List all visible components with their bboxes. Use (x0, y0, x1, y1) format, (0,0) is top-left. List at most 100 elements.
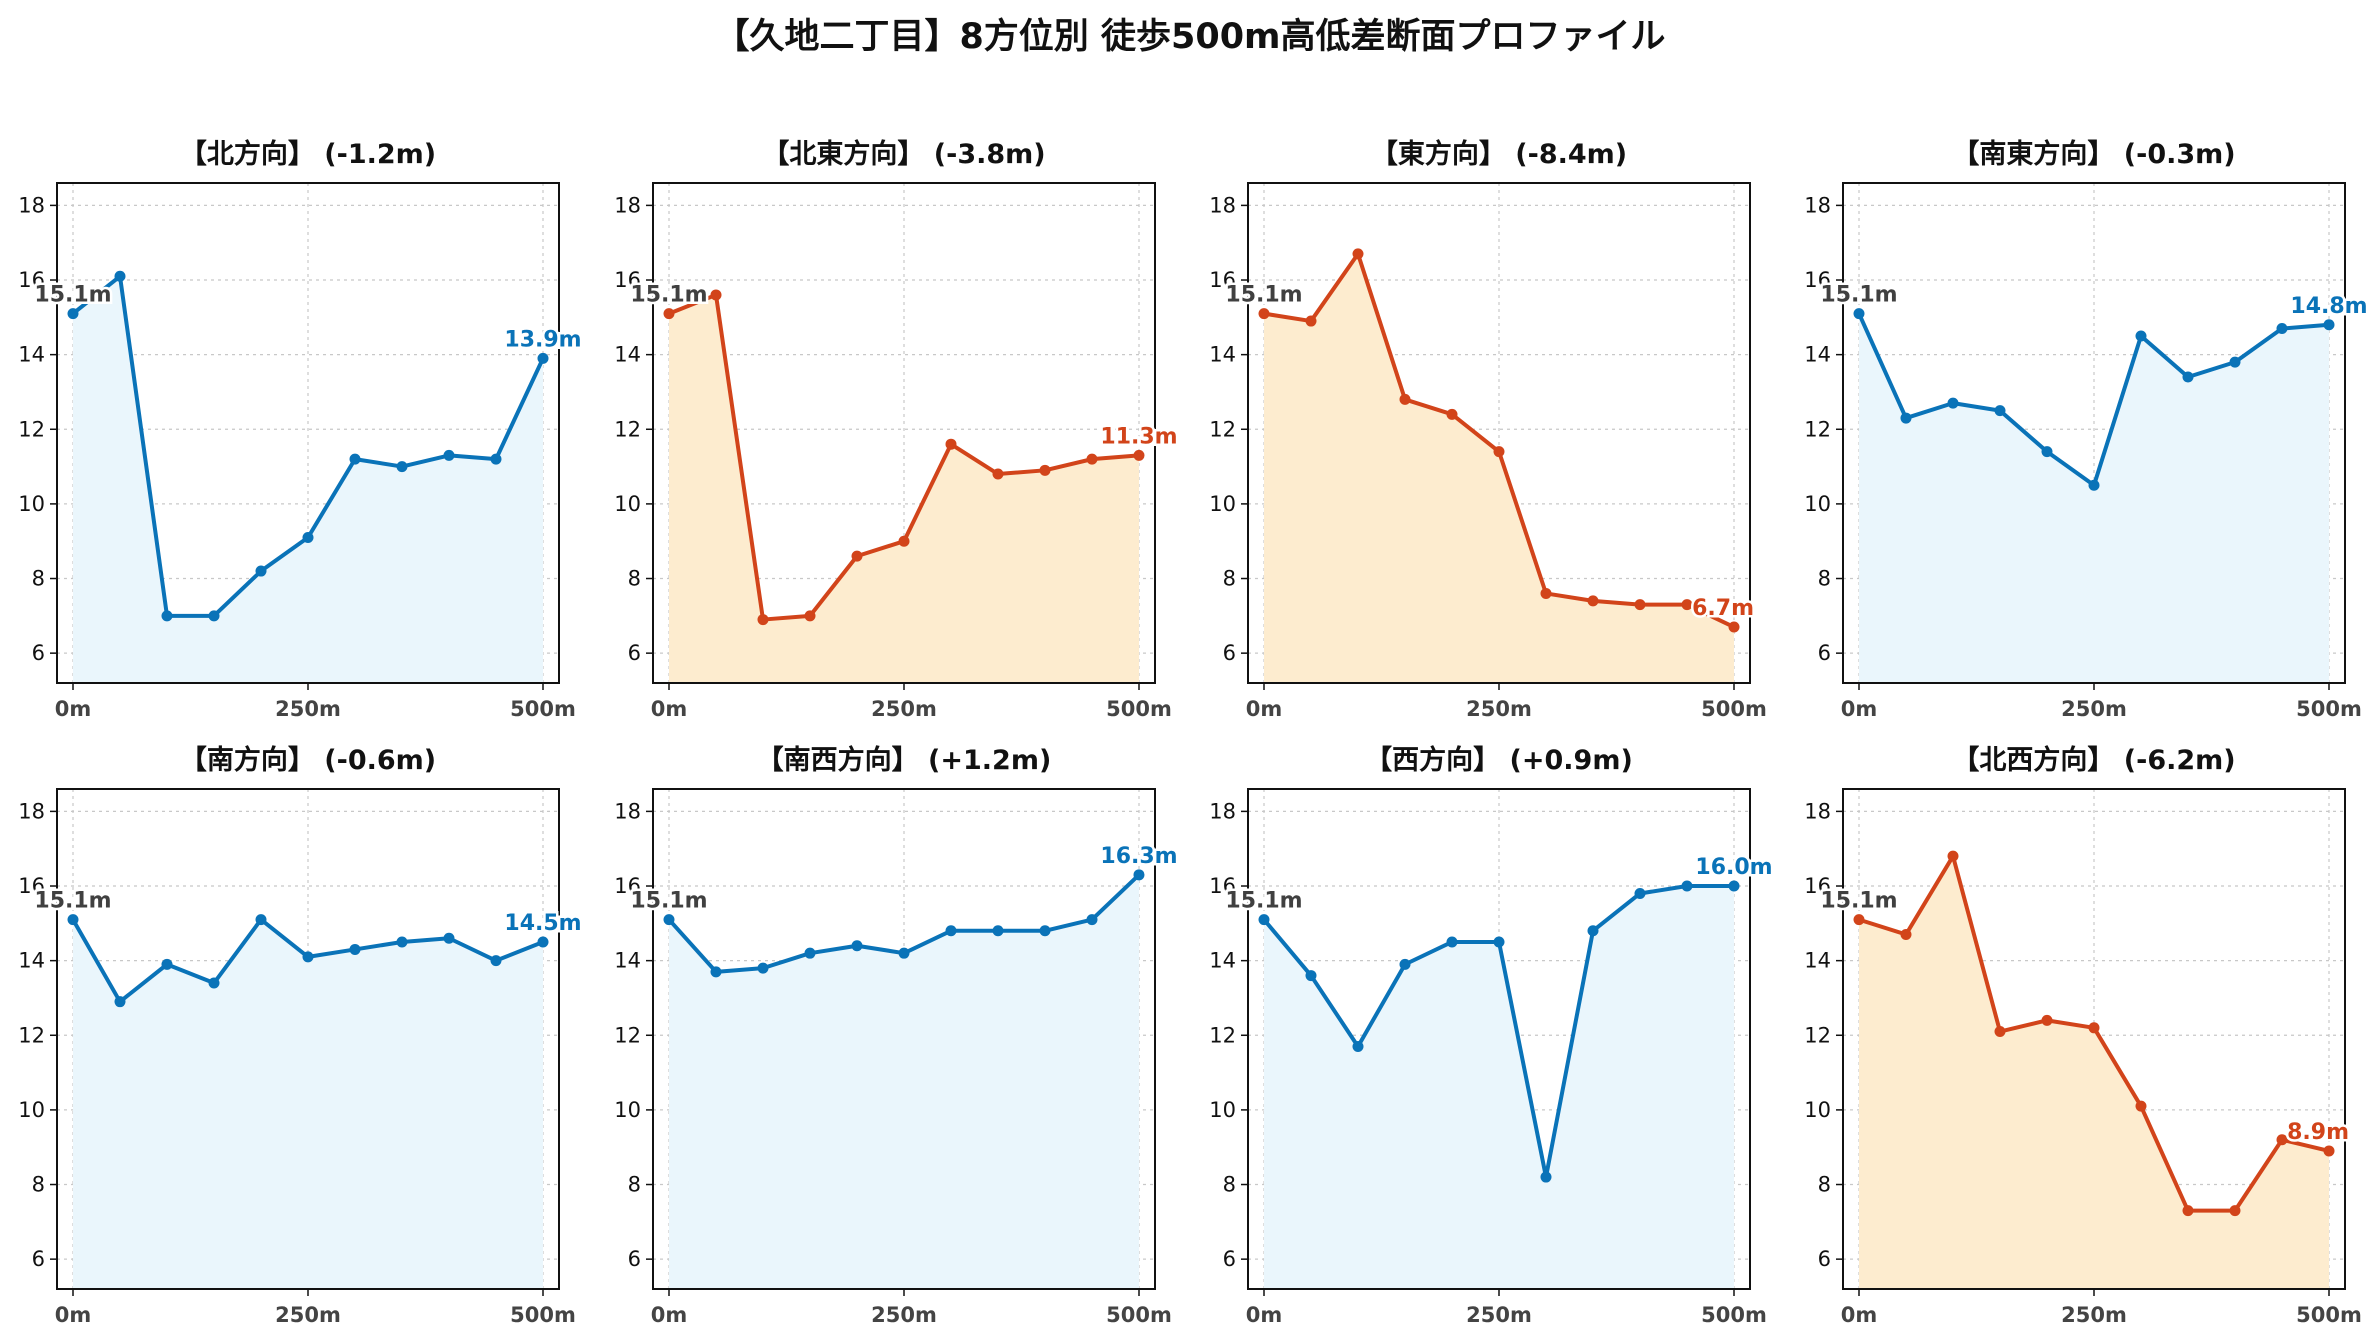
data-point (1305, 970, 1317, 982)
data-point (1587, 925, 1599, 937)
elevation-chart: 【南方向】 (-0.6m) 6 8 10 12 14 16 18 0m 250m 500m 15.1m… (18, 744, 584, 1327)
x-tick-label: 250m (2061, 697, 2127, 721)
elevation-chart: 【北西方向】 (-6.2m) 6 8 10 12 14 16 18 0m 250m 500m 15.1… (1804, 744, 2362, 1327)
start-elevation-label: 15.1m (630, 889, 707, 914)
y-tick-label: 16 (614, 874, 641, 898)
data-point (1900, 412, 1912, 424)
y-tick-label: 12 (1209, 417, 1236, 441)
data-point (992, 925, 1004, 937)
data-point (2135, 1100, 2147, 1112)
data-point (2041, 1014, 2053, 1026)
x-tick-label: 250m (1466, 697, 1532, 721)
y-tick-label: 6 (628, 641, 641, 665)
data-point (1587, 595, 1599, 607)
data-point (851, 550, 863, 562)
y-tick-label: 14 (614, 949, 641, 973)
data-point (1853, 914, 1865, 926)
data-point (2229, 356, 2241, 368)
y-tick-label: 10 (1804, 492, 1831, 516)
data-point (2182, 1205, 2194, 1217)
x-tick-label: 250m (871, 1303, 937, 1327)
y-tick-label: 18 (614, 799, 641, 823)
area-fill (73, 919, 543, 1289)
x-tick-label: 250m (871, 697, 937, 721)
data-point (663, 914, 675, 926)
data-point (1305, 315, 1317, 327)
data-point (396, 461, 408, 473)
y-tick-label: 10 (1209, 1098, 1236, 1122)
y-tick-label: 6 (32, 641, 45, 665)
x-tick-label: 0m (1246, 697, 1283, 721)
y-tick-label: 8 (628, 1173, 641, 1197)
data-point (945, 925, 957, 937)
y-tick-label: 14 (614, 343, 641, 367)
y-tick-label: 14 (1209, 343, 1236, 367)
end-elevation-label: 14.5m (504, 911, 581, 936)
data-point (2323, 1145, 2335, 1157)
y-tick-label: 14 (18, 949, 45, 973)
y-tick-label: 12 (614, 417, 641, 441)
area-fill (1264, 886, 1734, 1289)
x-tick-label: 0m (1246, 1303, 1283, 1327)
x-tick-label: 0m (651, 1303, 688, 1327)
data-point (443, 449, 455, 461)
x-tick-label: 500m (1701, 1303, 1767, 1327)
x-tick-label: 250m (275, 1303, 341, 1327)
data-point (490, 453, 502, 465)
y-tick-label: 16 (1804, 874, 1831, 898)
data-point (1900, 929, 1912, 941)
y-tick-label: 16 (18, 874, 45, 898)
data-point (898, 535, 910, 547)
data-point (1352, 248, 1364, 260)
y-tick-label: 16 (614, 268, 641, 292)
data-point (2041, 446, 2053, 458)
data-point (757, 614, 769, 626)
data-point (2276, 1134, 2288, 1146)
chart-title: 【南西方向】 (+1.2m) (757, 744, 1052, 776)
x-tick-label: 500m (1701, 697, 1767, 721)
data-point (898, 947, 910, 959)
chart-title: 【南方向】 (-0.6m) (180, 744, 436, 776)
data-point (255, 914, 267, 926)
data-point (302, 531, 314, 543)
y-tick-label: 8 (32, 567, 45, 591)
y-tick-label: 12 (1209, 1023, 1236, 1047)
data-point (757, 962, 769, 974)
data-point (1352, 1040, 1364, 1052)
data-point (1947, 850, 1959, 862)
data-point (490, 955, 502, 967)
data-point (804, 947, 816, 959)
data-point (1994, 405, 2006, 417)
x-tick-label: 250m (275, 697, 341, 721)
y-tick-label: 14 (18, 343, 45, 367)
y-tick-label: 6 (1223, 1247, 1236, 1271)
chart-title: 【北西方向】 (-6.2m) (1952, 744, 2235, 776)
end-elevation-label: 8.9m (2287, 1120, 2349, 1145)
data-point (1399, 958, 1411, 970)
end-elevation-label: 16.3m (1100, 844, 1177, 869)
y-tick-label: 18 (614, 193, 641, 217)
y-tick-label: 10 (1804, 1098, 1831, 1122)
x-tick-label: 0m (1841, 1303, 1878, 1327)
area-fill (669, 294, 1139, 683)
y-tick-label: 8 (1818, 1173, 1831, 1197)
y-tick-label: 10 (614, 492, 641, 516)
data-point (2182, 371, 2194, 383)
y-tick-label: 18 (18, 799, 45, 823)
data-point (67, 914, 79, 926)
x-tick-label: 500m (1106, 697, 1172, 721)
y-tick-label: 6 (1818, 1247, 1831, 1271)
end-elevation-label: 11.3m (1100, 424, 1177, 449)
data-point (2323, 319, 2335, 331)
data-point (1493, 446, 1505, 458)
y-tick-label: 16 (18, 268, 45, 292)
data-point (1133, 869, 1145, 881)
data-point (1994, 1026, 2006, 1038)
start-elevation-label: 15.1m (1820, 283, 1897, 308)
data-point (1086, 914, 1098, 926)
data-point (537, 936, 549, 948)
x-tick-label: 250m (1466, 1303, 1532, 1327)
data-point (2229, 1205, 2241, 1217)
data-point (114, 996, 126, 1008)
